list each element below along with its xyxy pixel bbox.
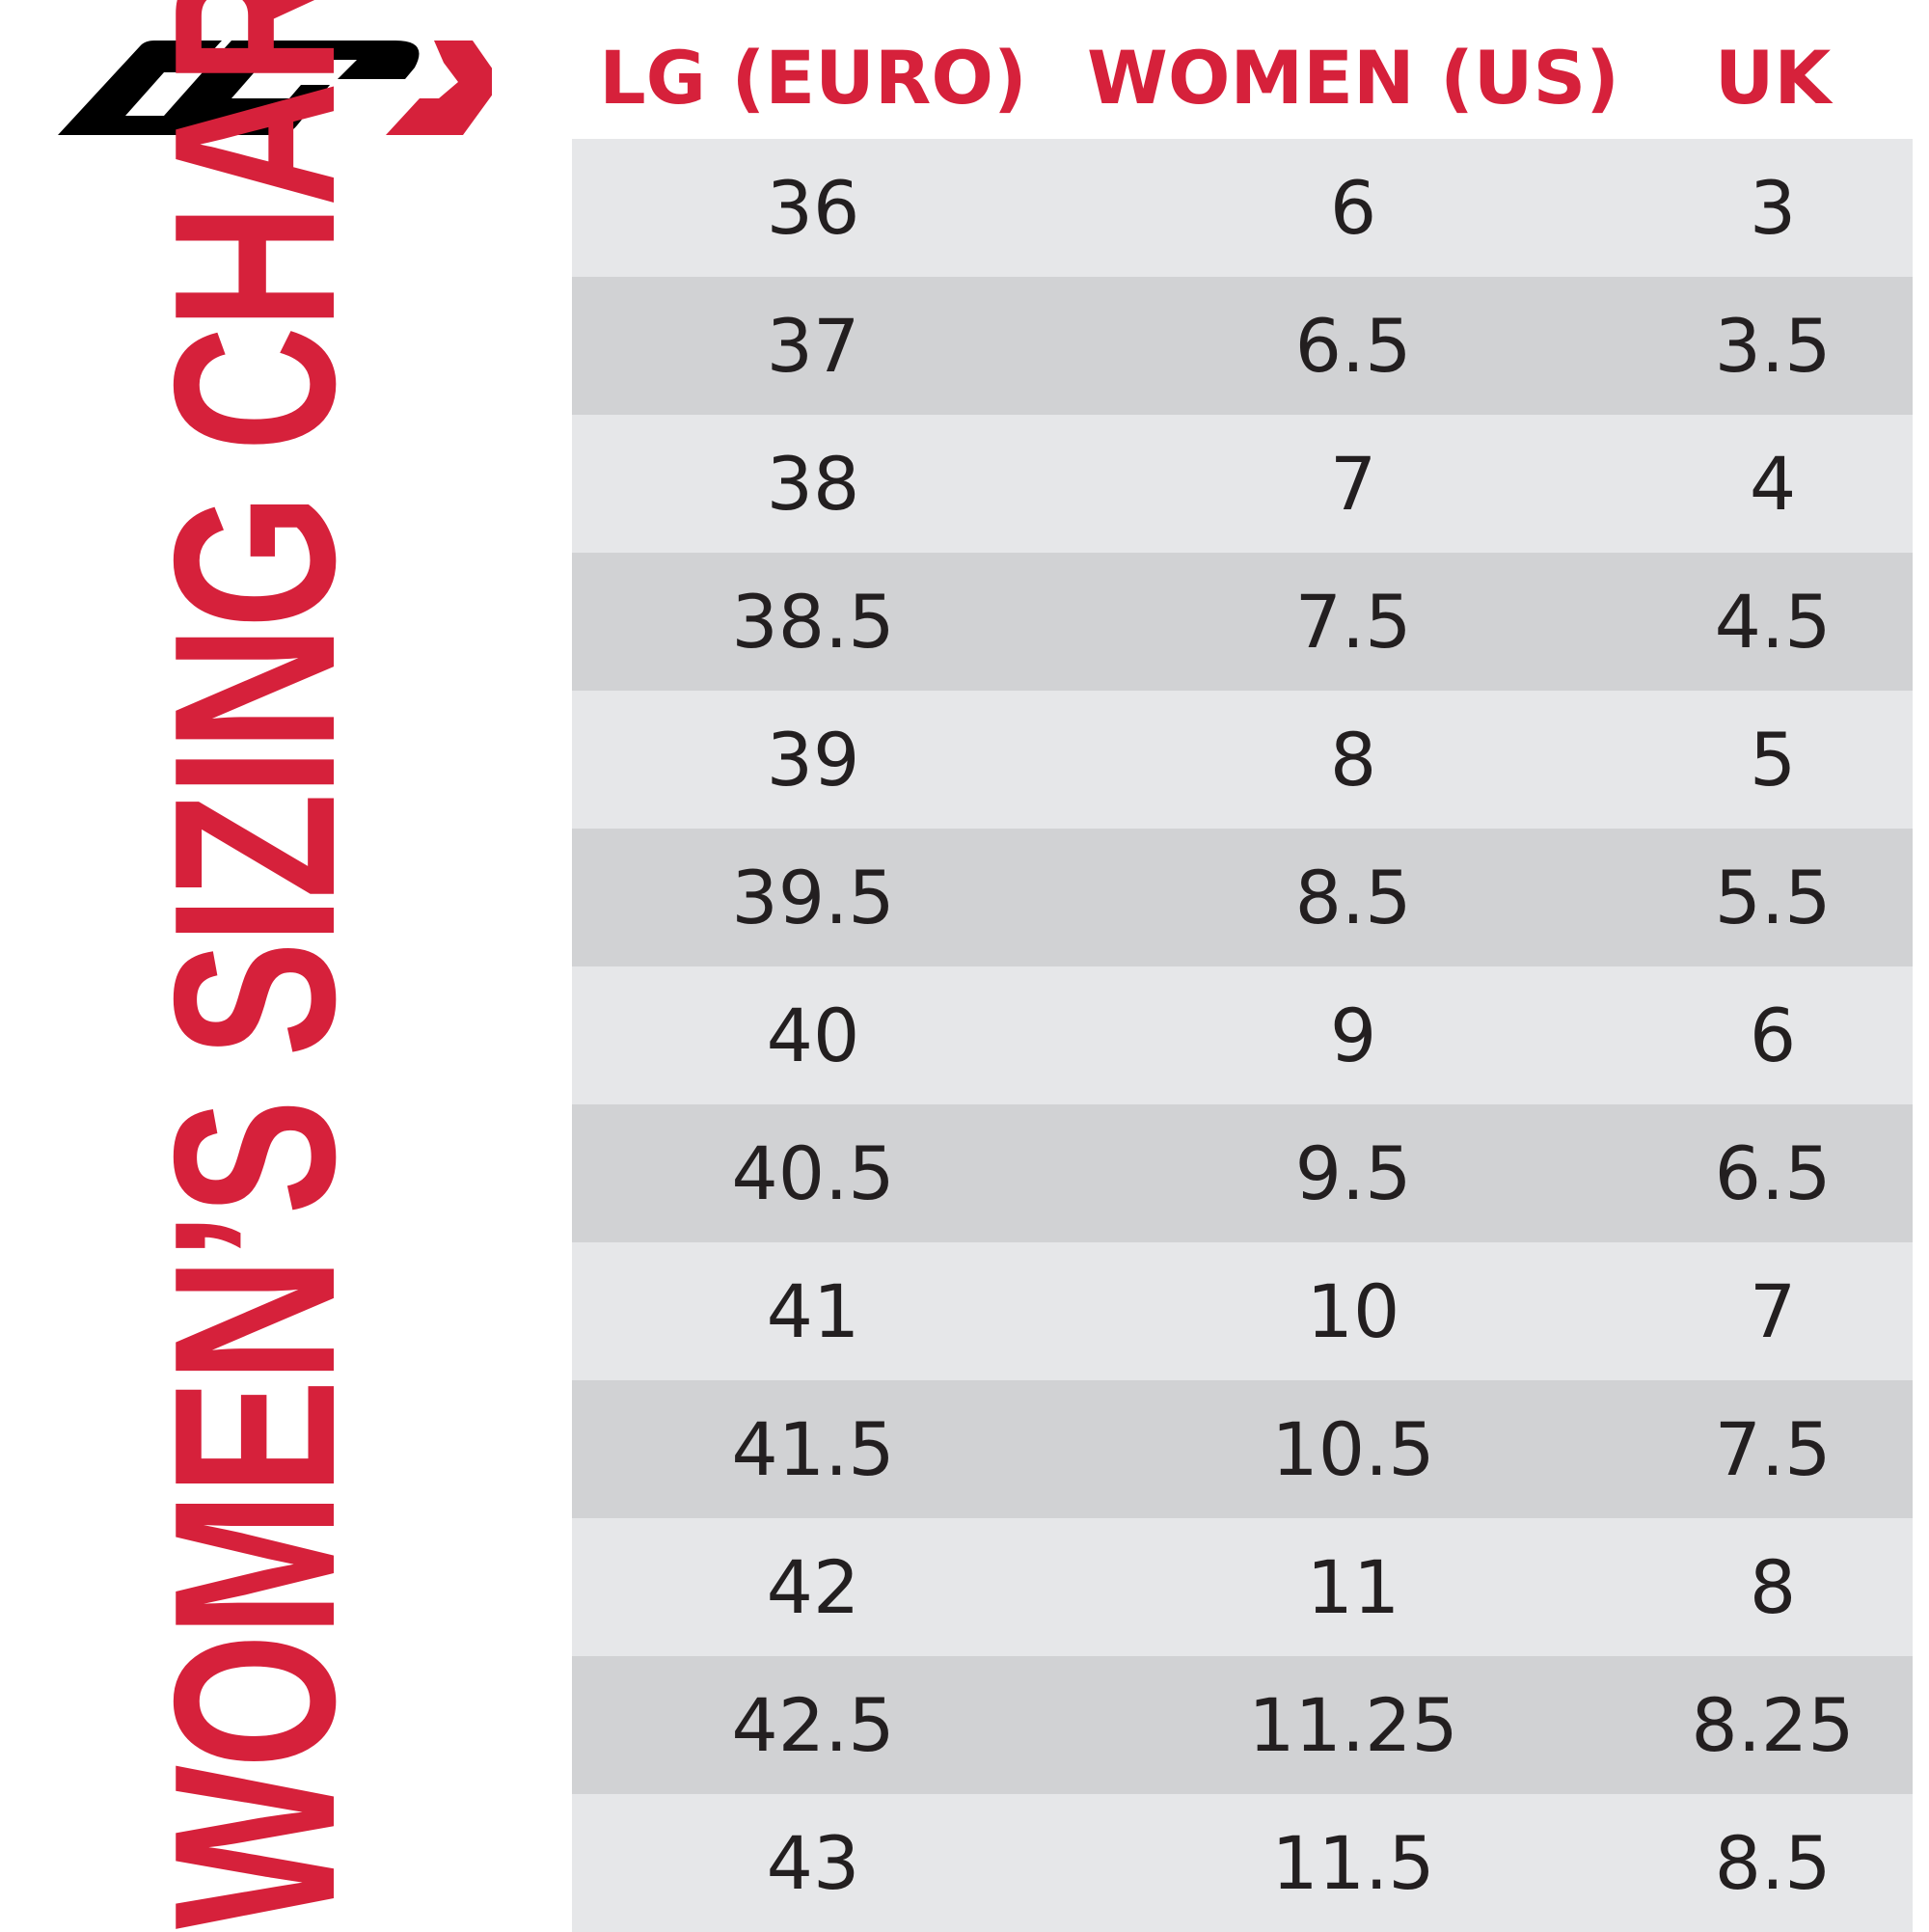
page-title: WOMEN’S SIZING CHART	[127, 0, 383, 1929]
table-row: 36 6 3	[572, 139, 1913, 277]
cell-lg-euro: 36	[766, 165, 860, 251]
table-row: 42.5 11.25 8.25	[572, 1656, 1913, 1794]
cell-women-us: 11.25	[1248, 1682, 1458, 1768]
table-header: LG (EURO) WOMEN (US) UK	[572, 19, 1913, 135]
table-row: 38.5 7.5 4.5	[572, 553, 1913, 691]
cell-lg-euro: 38.5	[731, 579, 895, 665]
table-row: 41 10 7	[572, 1242, 1913, 1380]
cell-lg-euro: 39.5	[731, 855, 895, 940]
table-row: 43 11.5 8.5	[572, 1794, 1913, 1932]
table-row: 39.5 8.5 5.5	[572, 829, 1913, 966]
cell-lg-euro: 37	[766, 303, 860, 389]
cell-women-us: 10	[1306, 1268, 1400, 1354]
cell-lg-euro: 42.5	[731, 1682, 895, 1768]
cell-women-us: 7	[1329, 441, 1377, 527]
table-row: 38 7 4	[572, 415, 1913, 553]
table-row: 40.5 9.5 6.5	[572, 1104, 1913, 1242]
table-row: 37 6.5 3.5	[572, 277, 1913, 415]
cell-women-us: 11	[1306, 1544, 1400, 1630]
cell-lg-euro: 38	[766, 441, 860, 527]
cell-uk: 7	[1749, 1268, 1797, 1354]
cell-uk: 6.5	[1714, 1130, 1832, 1216]
cell-uk: 5	[1749, 717, 1797, 803]
cell-women-us: 7.5	[1294, 579, 1412, 665]
cell-lg-euro: 40.5	[731, 1130, 895, 1216]
cell-uk: 4.5	[1714, 579, 1832, 665]
cell-uk: 8	[1749, 1544, 1797, 1630]
sizing-table: 36 6 3 37 6.5 3.5 38 7 4 38.5 7.5 4.5 39…	[572, 139, 1913, 1932]
cell-uk: 5.5	[1714, 855, 1832, 940]
cell-women-us: 8.5	[1294, 855, 1412, 940]
cell-uk: 4	[1749, 441, 1797, 527]
table-row: 41.5 10.5 7.5	[572, 1380, 1913, 1518]
cell-lg-euro: 41.5	[731, 1406, 895, 1492]
column-header-women-us: WOMEN (US)	[1087, 34, 1619, 121]
cell-lg-euro: 39	[766, 717, 860, 803]
cell-lg-euro: 43	[766, 1820, 860, 1906]
column-header-uk: UK	[1714, 34, 1832, 121]
cell-women-us: 9.5	[1294, 1130, 1412, 1216]
page-title-text: WOMEN’S SIZING CHART	[127, 0, 383, 1929]
table-row: 40 9 6	[572, 966, 1913, 1104]
cell-uk: 7.5	[1714, 1406, 1832, 1492]
cell-women-us: 6.5	[1294, 303, 1412, 389]
cell-lg-euro: 41	[766, 1268, 860, 1354]
cell-uk: 6	[1749, 993, 1797, 1078]
table-row: 39 8 5	[572, 691, 1913, 829]
column-header-lg-euro: LG (EURO)	[599, 34, 1027, 121]
cell-women-us: 9	[1329, 993, 1377, 1078]
cell-uk: 8.25	[1691, 1682, 1855, 1768]
cell-lg-euro: 40	[766, 993, 860, 1078]
cell-women-us: 11.5	[1271, 1820, 1435, 1906]
cell-women-us: 6	[1329, 165, 1377, 251]
table-row: 42 11 8	[572, 1518, 1913, 1656]
cell-uk: 3	[1749, 165, 1797, 251]
cell-uk: 8.5	[1714, 1820, 1832, 1906]
cell-women-us: 10.5	[1271, 1406, 1435, 1492]
cell-women-us: 8	[1329, 717, 1377, 803]
cell-lg-euro: 42	[766, 1544, 860, 1630]
lg-logo-icon	[58, 41, 492, 135]
cell-uk: 3.5	[1714, 303, 1832, 389]
